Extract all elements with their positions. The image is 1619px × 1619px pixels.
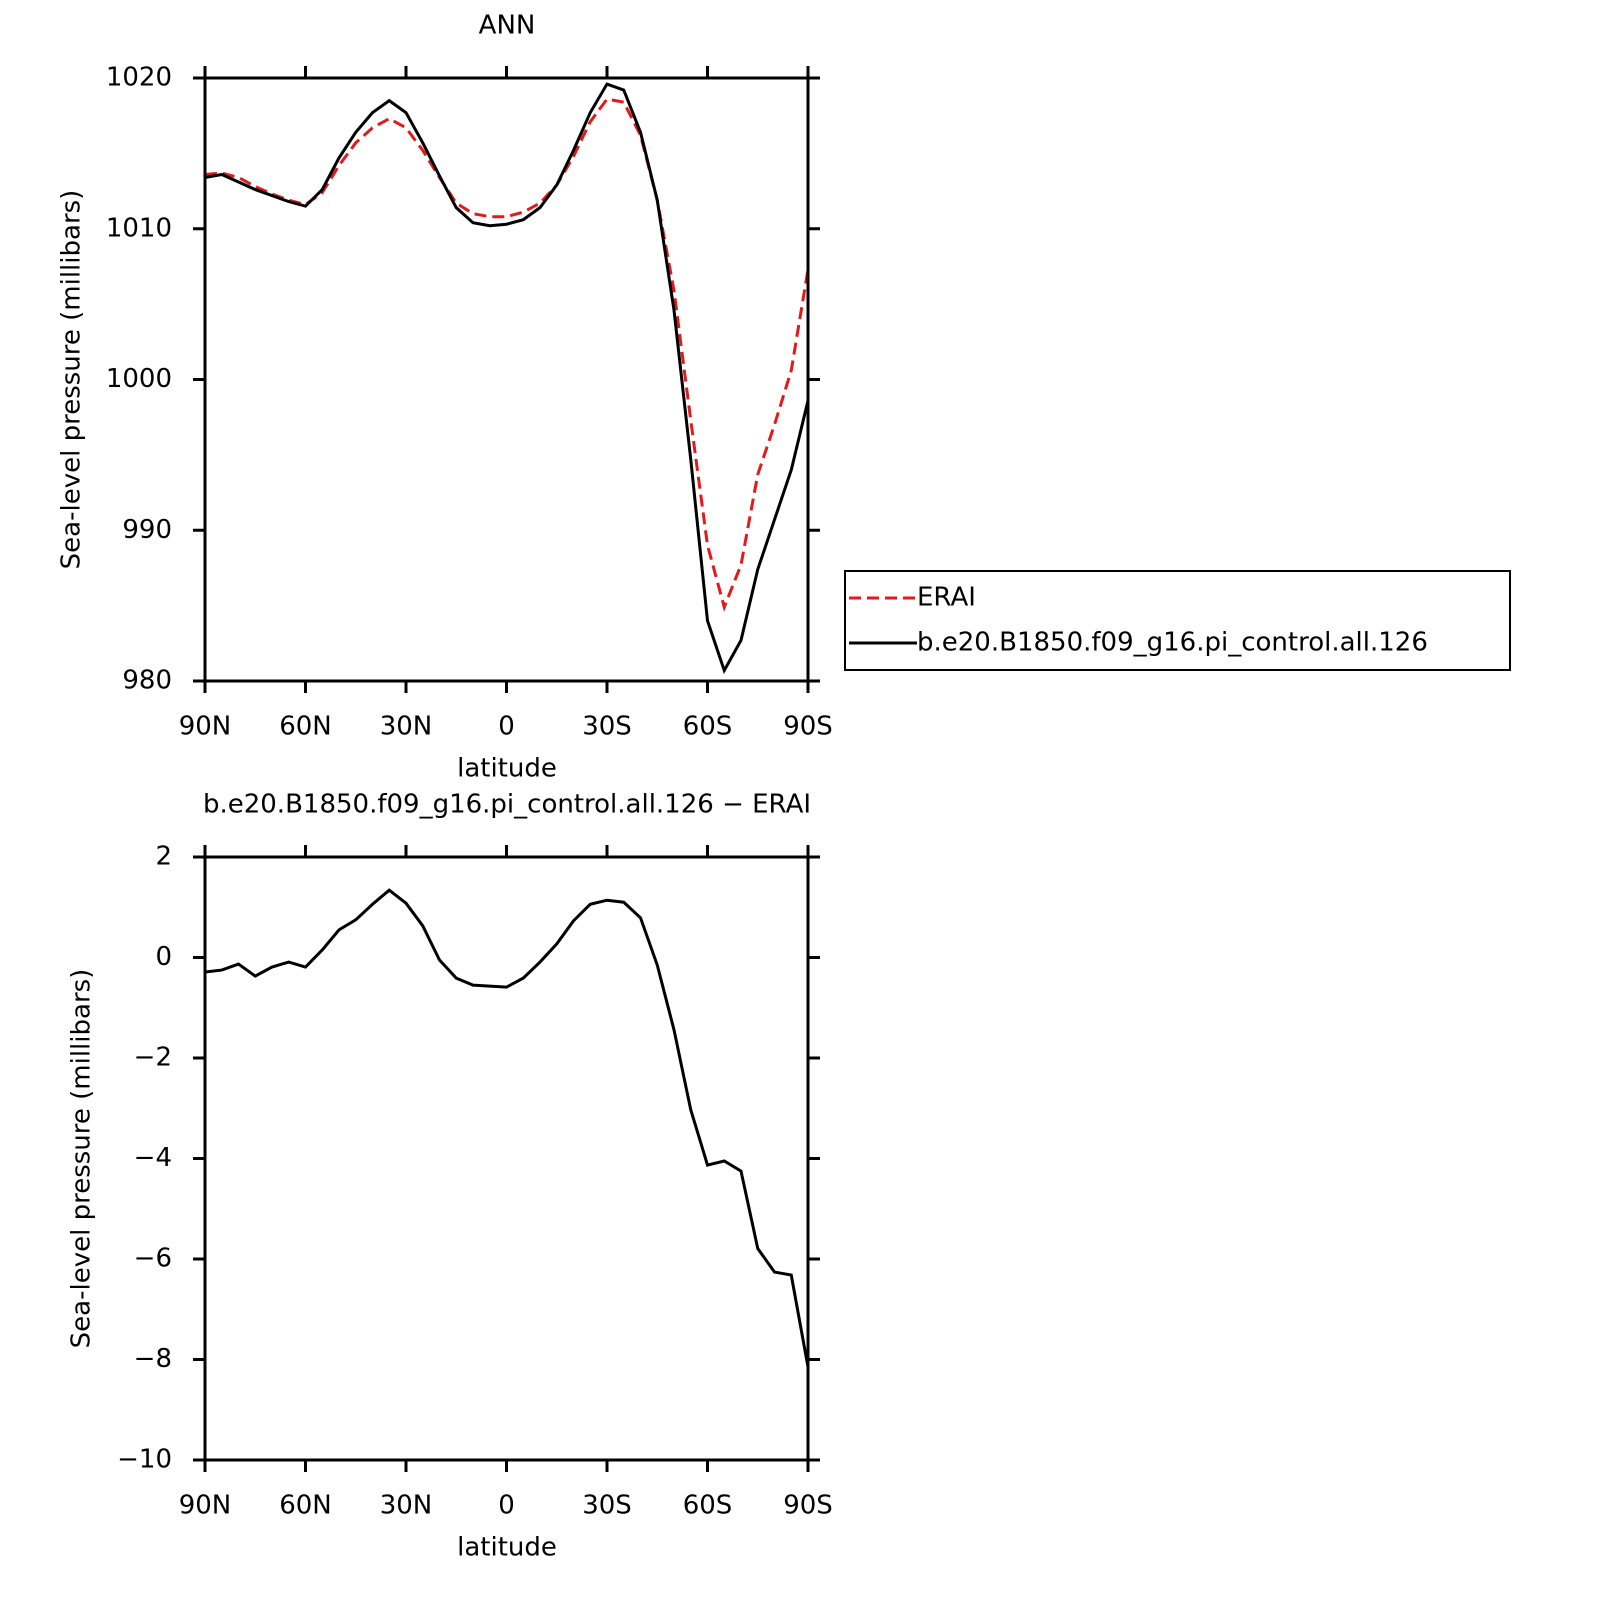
y-tick-label: 1020	[106, 63, 172, 93]
y-tick-label: 980	[122, 666, 172, 696]
chart-title: b.e20.B1850.f09_g16.pi_control.all.126 −…	[203, 790, 811, 820]
y-tick-label: −10	[117, 1445, 172, 1475]
legend-label: ERAI	[917, 583, 976, 613]
x-tick-label: 60S	[683, 712, 733, 742]
x-tick-label: 90S	[783, 712, 833, 742]
x-axis-label: latitude	[457, 1533, 557, 1563]
x-tick-label: 90S	[783, 1491, 833, 1521]
data-line	[205, 888, 808, 1368]
y-tick-label: −2	[134, 1043, 172, 1073]
y-tick-label: 0	[155, 942, 172, 972]
x-tick-label: 0	[498, 1491, 515, 1521]
plot-frame	[203, 76, 810, 683]
x-tick-label: 30N	[380, 712, 433, 742]
legend-box	[844, 570, 1511, 671]
y-tick-label: 990	[122, 515, 172, 545]
x-tick-label: 30S	[582, 712, 632, 742]
y-axis-label: Sea-level pressure (millibars)	[57, 190, 87, 570]
x-tick-label: 30N	[380, 1491, 433, 1521]
chart-title: ANN	[479, 11, 536, 41]
plot-frame	[203, 855, 810, 1462]
x-tick-label: 90N	[179, 712, 232, 742]
y-tick-label: −8	[134, 1344, 172, 1374]
y-tick-label: −4	[134, 1143, 172, 1173]
y-tick-label: 1000	[106, 364, 172, 394]
y-tick-label: 1010	[106, 213, 172, 243]
x-tick-label: 0	[498, 712, 515, 742]
data-line	[205, 82, 808, 675]
y-axis-label: Sea-level pressure (millibars)	[67, 969, 97, 1349]
x-tick-label: 60N	[279, 712, 332, 742]
x-tick-label: 90N	[179, 1491, 232, 1521]
data-line	[205, 97, 808, 612]
x-tick-label: 30S	[582, 1491, 632, 1521]
legend-label: b.e20.B1850.f09_g16.pi_control.all.126	[917, 628, 1428, 658]
y-tick-label: 2	[155, 842, 172, 872]
y-tick-label: −6	[134, 1244, 172, 1274]
x-axis-label: latitude	[457, 754, 557, 784]
x-tick-label: 60N	[279, 1491, 332, 1521]
x-tick-label: 60S	[683, 1491, 733, 1521]
